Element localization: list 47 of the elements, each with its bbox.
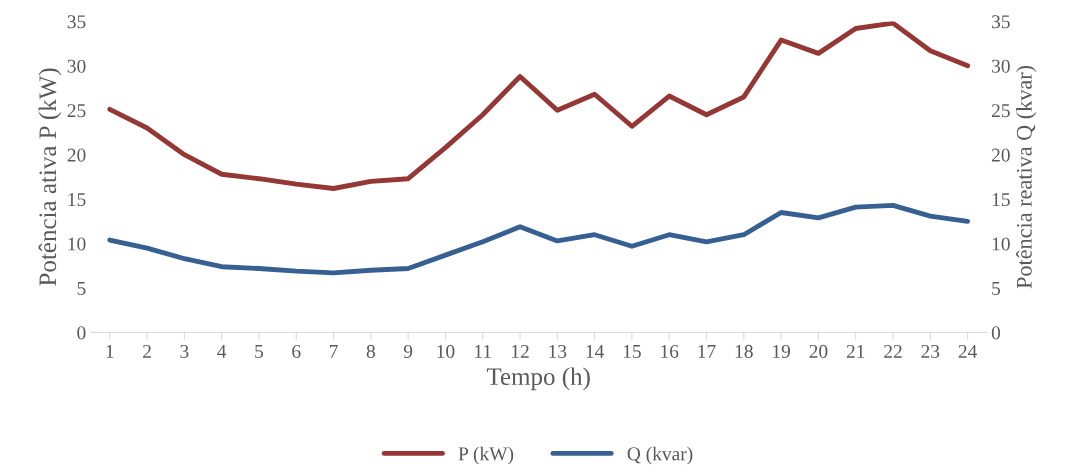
x-tick-label: 16 xyxy=(661,344,679,358)
x-tick-label: 14 xyxy=(586,344,605,358)
x-tick-label: 17 xyxy=(698,344,716,358)
y2-axis-title: Potência reativa Q (kvar) xyxy=(1016,65,1037,289)
y-tick-label: 15 xyxy=(68,193,86,207)
y-tick-label: 35 xyxy=(67,15,86,29)
x-tick-label: 5 xyxy=(255,345,264,358)
x-tick-label: 2 xyxy=(143,344,151,358)
y-tick-label: 5 xyxy=(77,282,86,295)
x-axis-title: Tempo (h) xyxy=(486,367,590,391)
legend-label: P (kW) xyxy=(458,446,514,465)
y-tick-label: 10 xyxy=(68,237,86,251)
legend-label: Q (kvar) xyxy=(627,446,693,465)
y2-tick-label: 5 xyxy=(992,282,1001,295)
y2-tick-label: 20 xyxy=(991,148,1010,162)
x-tick-label: 9 xyxy=(403,344,413,358)
x-tick-label: 15 xyxy=(623,344,641,358)
x-tick-label: 22 xyxy=(884,344,902,358)
y-axis-title: Potência ativa P (kW) xyxy=(38,68,62,286)
y2-tick-label: 25 xyxy=(991,104,1010,118)
y2-tick-label: 15 xyxy=(992,193,1010,207)
x-tick-label: 21 xyxy=(846,344,865,358)
line-series xyxy=(107,202,971,276)
x-tick-label: 3 xyxy=(180,344,189,358)
x-tick-label: 8 xyxy=(366,344,375,358)
x-tick-label: 13 xyxy=(549,344,567,358)
x-tick-label: 23 xyxy=(921,344,940,358)
y2-tick-label: 35 xyxy=(992,15,1010,29)
y-tick-label: 0 xyxy=(77,326,86,340)
x-tick-label: 18 xyxy=(735,344,753,358)
y-tick-label: 30 xyxy=(67,59,86,73)
line-series xyxy=(107,21,971,191)
x-tick-label: 1 xyxy=(106,344,114,358)
x-tick-label: 4 xyxy=(217,345,227,358)
x-tick-label: 12 xyxy=(512,344,529,358)
x-tick-label: 19 xyxy=(773,344,791,358)
x-tick-label: 11 xyxy=(475,344,491,358)
x-tick-label: 24 xyxy=(958,344,978,358)
x-tick-label: 6 xyxy=(292,344,301,358)
y-tick-label: 25 xyxy=(67,104,86,118)
y2-tick-label: 10 xyxy=(992,237,1010,251)
x-tick-label: 10 xyxy=(437,344,455,358)
y2-tick-label: 30 xyxy=(992,59,1010,73)
x-tick-label: 7 xyxy=(329,345,338,358)
y-tick-label: 20 xyxy=(67,148,86,162)
y2-tick-label: 0 xyxy=(991,326,1001,340)
x-tick-label: 20 xyxy=(809,344,828,358)
